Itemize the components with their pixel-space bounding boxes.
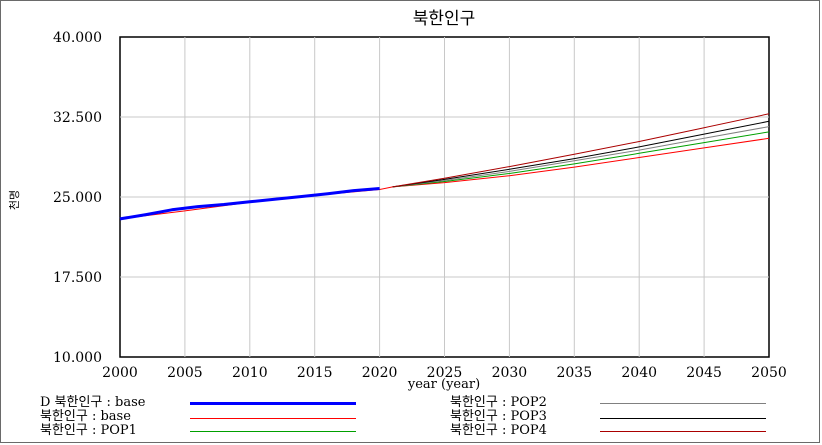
y-axis-label: 천명 bbox=[7, 190, 21, 210]
legend-item: D 북한인구 : base bbox=[40, 396, 145, 410]
series-line-5 bbox=[392, 113, 770, 188]
legend-swatch bbox=[600, 403, 766, 404]
legend-item: 북한인구 : POP1 bbox=[40, 424, 137, 438]
legend-item: 북한인구 : POP4 bbox=[450, 424, 547, 438]
x-tick-label: 2030 bbox=[492, 365, 528, 381]
x-axis-label: year (year) bbox=[407, 377, 480, 392]
series-line-2 bbox=[392, 131, 770, 188]
legend-swatch bbox=[600, 431, 766, 432]
y-tick-label: 32.500 bbox=[53, 110, 102, 126]
legend-item: 북한인구 : POP3 bbox=[450, 410, 547, 424]
y-tick-label: 10.000 bbox=[53, 350, 102, 366]
x-tick-label: 2000 bbox=[102, 365, 138, 381]
y-tick-label: 17.500 bbox=[53, 270, 102, 286]
y-tick-label: 40.000 bbox=[53, 30, 102, 46]
legend-label: D 북한인구 : base bbox=[40, 395, 146, 410]
series-line-0 bbox=[119, 187, 380, 221]
legend-item: 북한인구 : POP2 bbox=[450, 396, 547, 410]
chart-title: 북한인구 bbox=[413, 9, 476, 29]
legend-label: 북한인구 : POP3 bbox=[450, 409, 547, 424]
legend-swatch bbox=[190, 418, 356, 419]
legend-label: 북한인구 : POP4 bbox=[450, 423, 547, 438]
legend-label: 북한인구 : POP2 bbox=[450, 395, 547, 410]
legend-item: 북한인구 : base bbox=[40, 410, 131, 424]
y-tick-label: 25.000 bbox=[53, 190, 102, 206]
x-tick-label: 2040 bbox=[621, 365, 657, 381]
legend-swatch bbox=[190, 402, 356, 405]
x-tick-label: 2035 bbox=[556, 365, 592, 381]
x-tick-label: 2025 bbox=[427, 365, 463, 381]
legend-swatch bbox=[600, 418, 766, 419]
legend-label: 북한인구 : base bbox=[40, 409, 131, 424]
x-tick-label: 2010 bbox=[232, 365, 268, 381]
series-line-4 bbox=[392, 120, 770, 188]
x-tick-label: 2015 bbox=[297, 365, 333, 381]
x-tick-label: 2050 bbox=[751, 365, 787, 381]
x-tick-label: 2005 bbox=[167, 365, 203, 381]
x-tick-label: 2020 bbox=[362, 365, 398, 381]
series-line-3 bbox=[392, 126, 770, 188]
legend-label: 북한인구 : POP1 bbox=[40, 423, 137, 438]
legend-swatch bbox=[190, 431, 356, 432]
x-tick-label: 2045 bbox=[686, 365, 722, 381]
